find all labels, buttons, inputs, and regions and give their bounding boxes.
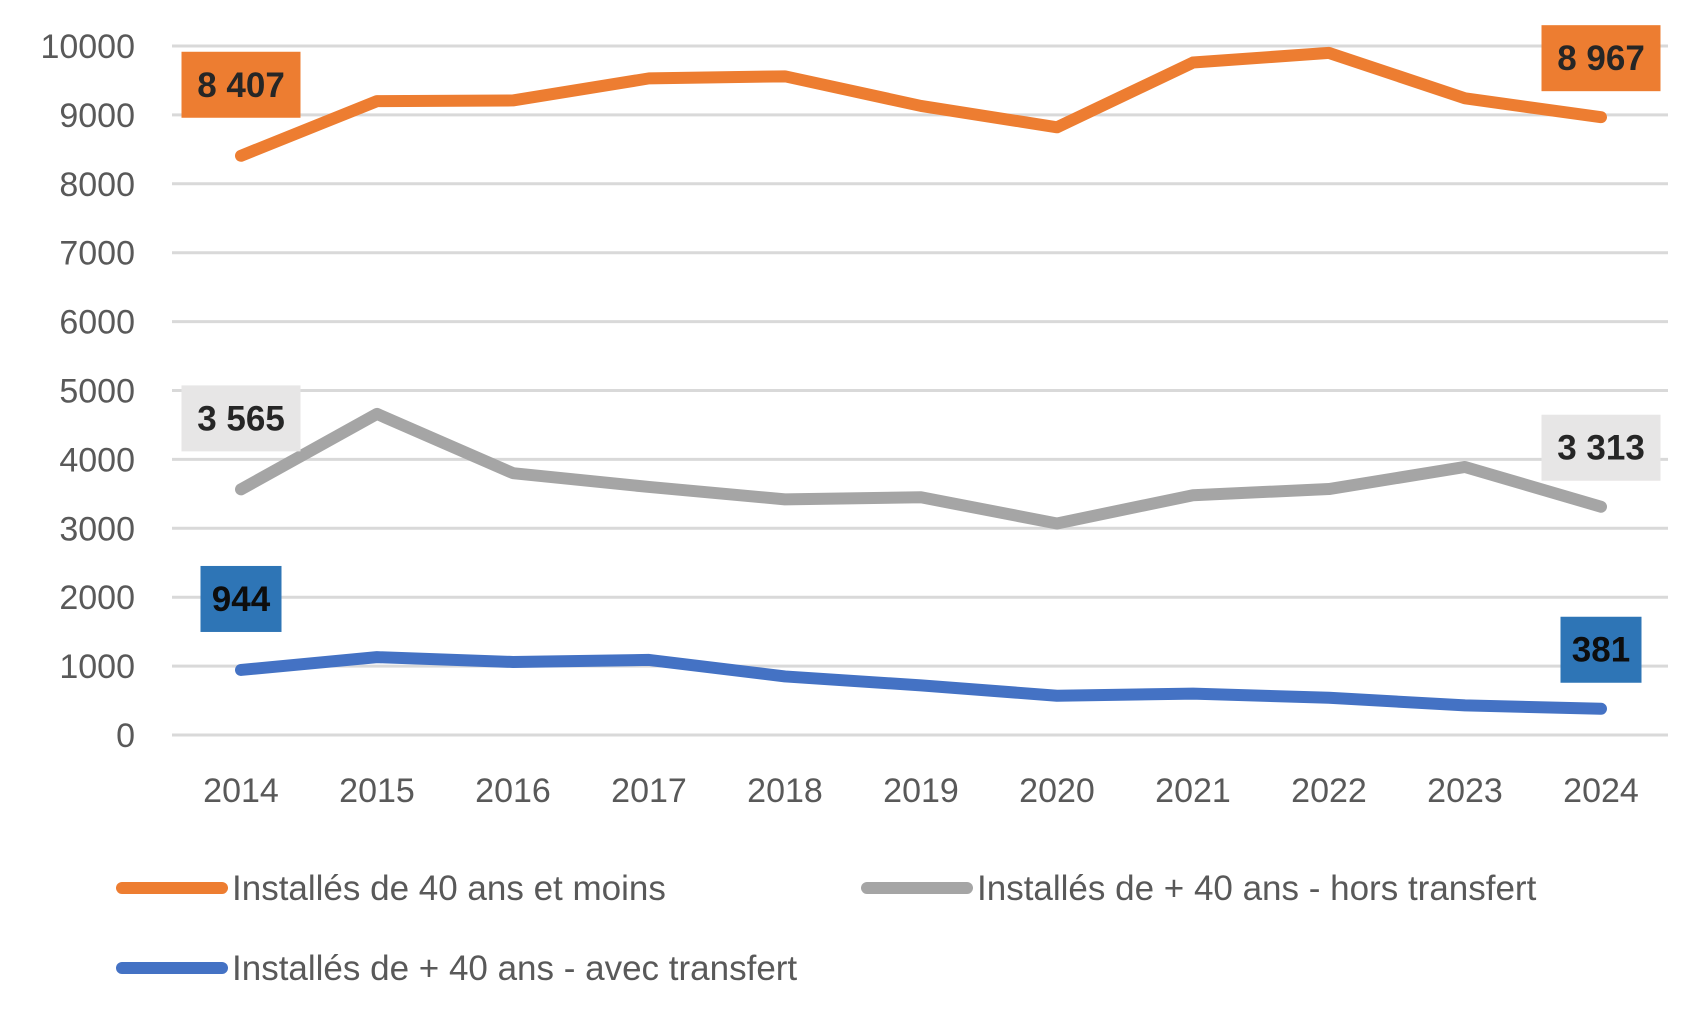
y-tick-label: 2000 (59, 579, 135, 617)
x-tick-label: 2016 (475, 772, 551, 810)
data-label-box (1541, 414, 1661, 481)
data-label: 3 565 (181, 385, 301, 452)
y-tick-label: 4000 (59, 441, 135, 479)
data-label-text: 3 313 (1557, 429, 1645, 468)
x-tick-label: 2018 (747, 772, 823, 810)
data-label-text: 8 407 (197, 66, 285, 105)
y-axis-ticks: 0 1000 2000 3000 4000 5000 6000 7000 8000 9000 100… (40, 28, 135, 755)
x-axis-ticks: 2014 2015 2016 2017 2018 2019 2020 2021 2022 2023… (203, 772, 1639, 810)
data-label: 8 407 (181, 51, 301, 118)
legend-item: Installés de 40 ans et moins (116, 869, 666, 908)
data-label-box (1560, 616, 1642, 683)
x-tick-label: 2024 (1563, 772, 1639, 810)
legend-label: Installés de + 40 ans - avec transfert (232, 949, 797, 988)
data-labels: 8 407 8 967 3 565 3 313 944 381 (181, 25, 1661, 683)
y-tick-label: 10000 (40, 28, 135, 66)
x-tick-label: 2022 (1291, 772, 1367, 810)
y-tick-label: 6000 (59, 304, 135, 342)
x-tick-label: 2017 (611, 772, 687, 810)
data-label-box (200, 565, 282, 632)
data-label: 8 967 (1541, 25, 1661, 92)
x-tick-label: 2015 (339, 772, 415, 810)
data-label: 381 (1560, 616, 1642, 683)
y-tick-label: 0 (116, 717, 135, 755)
y-tick-label: 3000 (59, 510, 135, 548)
series-lines (235, 46, 1607, 715)
data-label: 3 313 (1541, 414, 1661, 481)
y-tick-label: 1000 (59, 648, 135, 686)
x-tick-label: 2021 (1155, 772, 1231, 810)
y-tick-label: 5000 (59, 373, 135, 411)
x-tick-label: 2014 (203, 772, 279, 810)
data-label-box (181, 385, 301, 452)
x-tick-label: 2020 (1019, 772, 1095, 810)
y-tick-label: 7000 (59, 235, 135, 273)
legend-item: Installés de + 40 ans - hors transfert (861, 869, 1537, 908)
legend-item: Installés de + 40 ans - avec transfert (116, 949, 797, 988)
y-tick-label: 9000 (59, 97, 135, 135)
data-label-text: 3 565 (197, 399, 285, 438)
series-line (235, 46, 1607, 162)
data-label-box (1541, 25, 1661, 92)
data-label-box (181, 51, 301, 118)
gridlines (172, 44, 1668, 737)
data-label-text: 944 (212, 580, 271, 619)
data-label: 944 (200, 565, 282, 632)
legend-label: Installés de 40 ans et moins (232, 869, 666, 908)
series-line (235, 407, 1607, 530)
data-label-text: 381 (1572, 631, 1630, 670)
legend: Installés de 40 ans et moins Installés de… (116, 869, 1537, 988)
data-label-text: 8 967 (1557, 39, 1645, 78)
x-tick-label: 2023 (1427, 772, 1503, 810)
y-tick-label: 8000 (59, 166, 135, 204)
x-tick-label: 2019 (883, 772, 959, 810)
legend-label: Installés de + 40 ans - hors transfert (977, 869, 1537, 908)
series-line (235, 651, 1607, 715)
